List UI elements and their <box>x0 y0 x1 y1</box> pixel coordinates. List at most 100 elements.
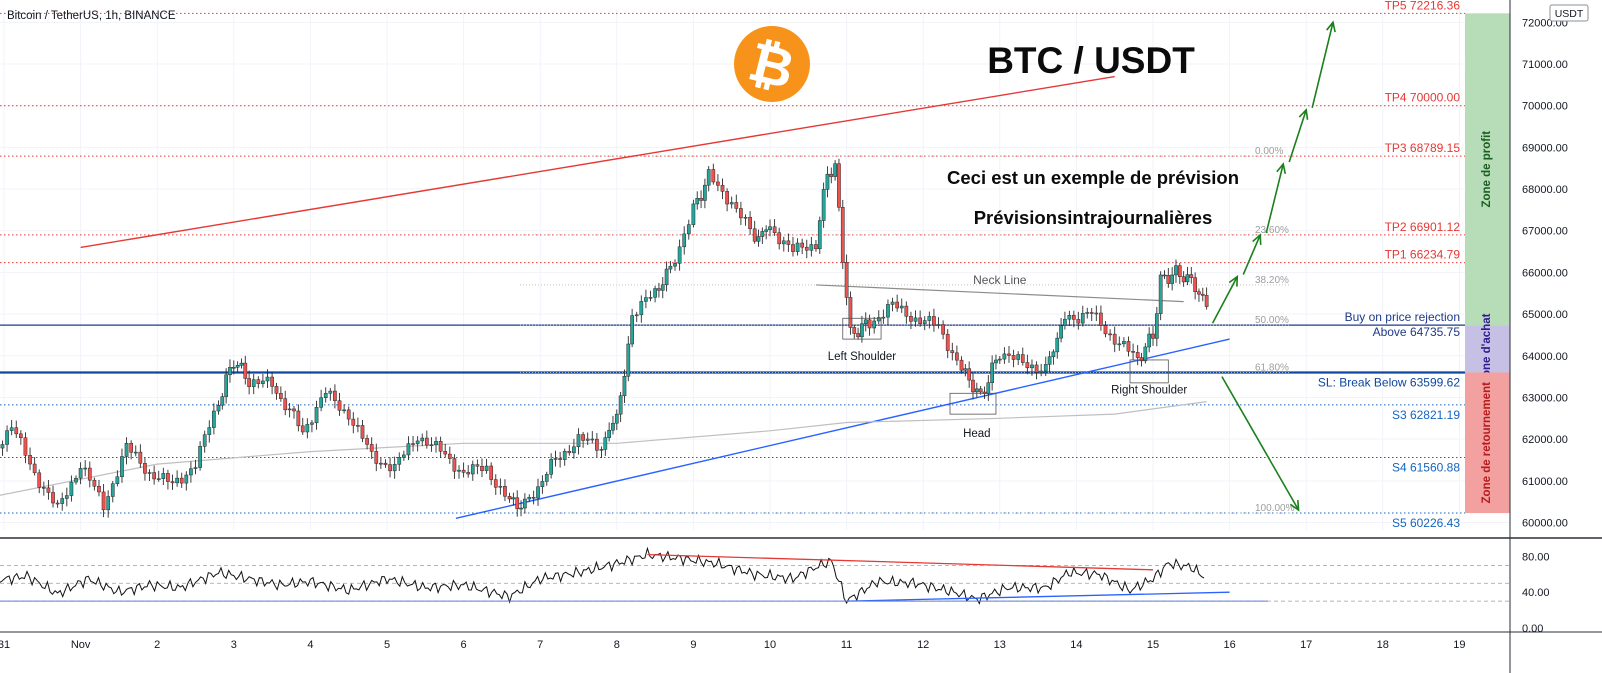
candle-body <box>581 434 585 441</box>
candle-body <box>78 468 83 479</box>
candle-body <box>383 462 388 465</box>
candle-body <box>725 191 729 205</box>
y-tick-label: 64000.00 <box>1522 351 1568 363</box>
candle-body <box>1162 274 1167 277</box>
candle-body <box>800 242 805 248</box>
x-tick-label: 13 <box>994 639 1006 651</box>
candle-body <box>756 236 761 242</box>
x-tick-label: 7 <box>537 639 543 651</box>
projection-arrowhead <box>1326 20 1336 33</box>
projection-arrowhead <box>1252 233 1262 245</box>
projection-arrow <box>1288 109 1307 163</box>
candle-body <box>369 444 374 452</box>
symbol-header[interactable]: Bitcoin / TetherUS, 1h, BINANCE <box>7 10 176 22</box>
y-tick-label: 65000.00 <box>1522 309 1568 321</box>
candle-body <box>895 301 900 309</box>
candle-body <box>791 244 795 252</box>
candle-body <box>493 479 498 488</box>
fib-label-0-00: 0.00% <box>1255 146 1283 157</box>
candle-body <box>156 478 161 480</box>
candle-body <box>590 438 595 441</box>
candle-body <box>470 464 475 475</box>
candle-body <box>1151 333 1155 339</box>
candle-body <box>328 390 333 394</box>
candle-body <box>314 407 319 424</box>
candle-body <box>511 497 516 500</box>
candle-body <box>1135 352 1140 358</box>
candle-body <box>1034 364 1039 373</box>
fib-label-23-60: 23.60% <box>1255 225 1289 236</box>
candle-body <box>978 388 983 393</box>
candle-body <box>634 314 639 317</box>
candle-body <box>1094 312 1099 315</box>
candle-body <box>922 320 927 324</box>
candle-body <box>786 240 791 245</box>
candle-body <box>87 467 92 481</box>
candle-body <box>829 173 834 177</box>
candle-body <box>549 459 553 475</box>
candle-body <box>852 327 857 334</box>
candle-body <box>1099 312 1103 326</box>
candle-body <box>1011 355 1016 360</box>
currency-tag[interactable] <box>1549 4 1589 22</box>
candle-body <box>691 203 696 225</box>
candle-body <box>1063 318 1067 327</box>
candle-body <box>817 220 822 250</box>
candle-body <box>748 216 752 230</box>
support-trendline <box>455 338 1230 520</box>
candle-body <box>562 450 567 460</box>
candle-body <box>1200 293 1205 296</box>
candle-body <box>1089 312 1094 314</box>
candle-body <box>881 316 886 319</box>
candle-body <box>207 427 212 435</box>
chart-subtitle: Ceci est un exemple de prévision <box>947 167 1239 188</box>
candle-body <box>51 492 55 504</box>
candle-body <box>457 469 461 472</box>
y-tick-label: 62000.00 <box>1522 434 1568 446</box>
candle-body <box>686 224 691 235</box>
projection-arrow <box>1311 22 1334 109</box>
candle-body <box>899 305 904 309</box>
candle-body <box>438 441 443 452</box>
candle-body <box>844 262 849 298</box>
projection-arrow <box>1242 234 1261 275</box>
candle-body <box>1059 325 1063 339</box>
x-tick-label: 12 <box>917 639 929 651</box>
level-label-tp4-70000-00: TP4 70000.00 <box>1385 91 1461 105</box>
candle-body <box>1080 313 1085 324</box>
candle-body <box>9 427 14 431</box>
x-tick-label: 31 <box>0 639 10 651</box>
candle-body <box>392 464 397 472</box>
rsi-trend-bottom <box>846 591 1230 602</box>
candle-body <box>997 358 1002 361</box>
candle-body <box>664 268 669 285</box>
y-tick-label: 66000.00 <box>1522 267 1568 279</box>
candle-body <box>480 465 484 471</box>
candle-body <box>872 320 877 329</box>
candle-body <box>1047 356 1052 365</box>
y-tick-label: 68000.00 <box>1522 184 1568 196</box>
candle-body <box>967 368 972 381</box>
candle-body <box>60 498 65 504</box>
candle-body <box>184 474 189 484</box>
fib-label-61-80: 61.80% <box>1255 362 1289 373</box>
chart-title: BTC / USDT <box>987 40 1195 81</box>
candle-body <box>515 497 520 510</box>
candle-body <box>152 472 156 480</box>
fib-label-100-00: 100.00% <box>1255 503 1295 514</box>
candle-body <box>64 495 69 499</box>
candle-body <box>626 343 631 377</box>
candle-body <box>768 226 772 231</box>
rsi-tick-label: 0.00 <box>1522 623 1543 635</box>
candle-body <box>653 288 657 298</box>
zone-label-zone-d-achat: Zone d'achat <box>1481 313 1493 384</box>
candle-body <box>466 472 471 475</box>
y-tick-label: 61000.00 <box>1522 476 1568 488</box>
candle-body <box>1020 354 1025 363</box>
candle-body <box>41 487 46 489</box>
candle-body <box>890 301 895 305</box>
candle-body <box>110 483 115 497</box>
candle-body <box>699 198 703 201</box>
candle-body <box>310 422 314 425</box>
